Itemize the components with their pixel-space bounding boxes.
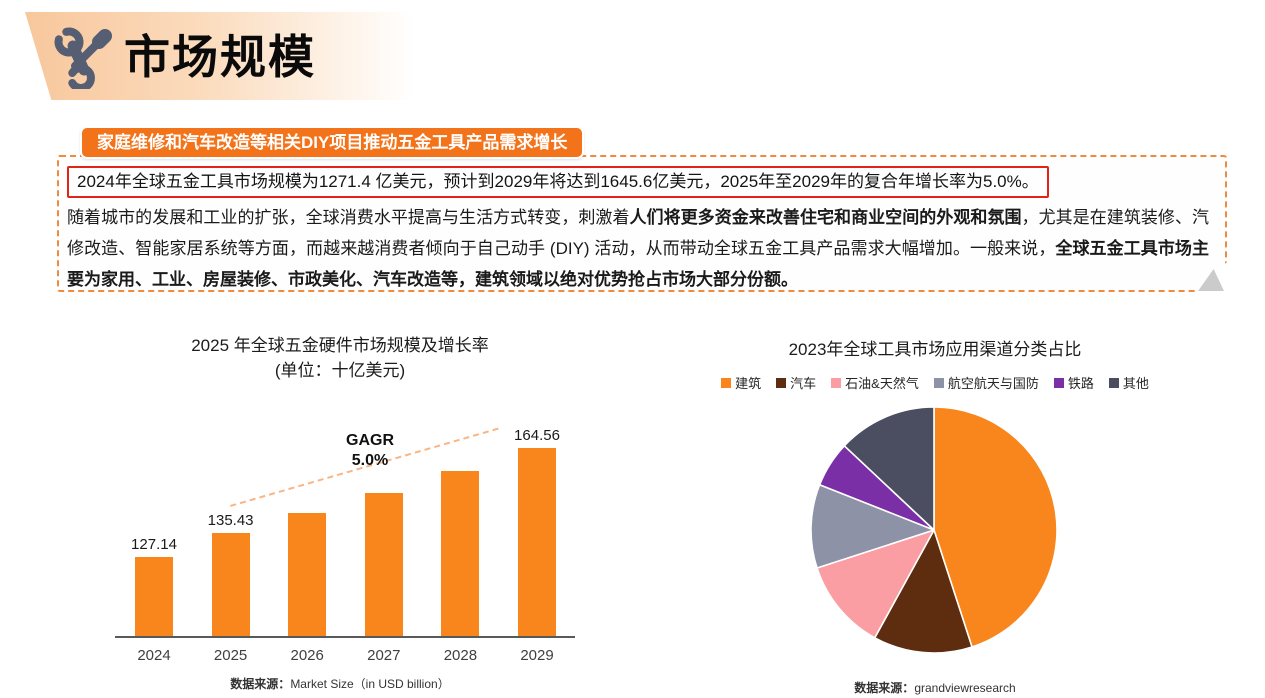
source-label: 数据来源：: [854, 681, 915, 695]
bar-2026: [288, 513, 327, 636]
paragraph-segment: 随着城市的发展和工业的扩张，全球消费水平提高与生活方式转变，刺激着: [67, 208, 630, 227]
legend-label-4: 铁路: [1067, 376, 1094, 391]
x-tick-2027: 2027: [367, 647, 401, 664]
pie-slice-5: [843, 406, 935, 531]
bar-2025: [211, 533, 250, 636]
legend-swatch-1: [776, 377, 787, 388]
callout-box: 2024年全球五金工具市场规模为1271.4 亿美元，预计到2029年将达到16…: [57, 155, 1228, 295]
bar-2024: [135, 557, 173, 636]
callout-badge: 家庭维修和汽车改造等相关DIY项目推动五金工具产品需求增长: [80, 126, 585, 159]
pie-legend: 建筑 汽车 石油&天然气 航空航天与国防 铁路 其他: [700, 373, 1170, 392]
bar-chart-title: 2025 年全球五金硬件市场规模及增长率: [191, 336, 489, 355]
bar-2027: [364, 493, 403, 636]
source-value: Market Size（in USD billion）: [290, 677, 450, 691]
cagr-annotation: GAGR 5.0%: [320, 431, 420, 471]
x-tick-2026: 2026: [290, 647, 324, 664]
legend-item-4: 铁路: [1053, 373, 1094, 392]
bar-value-2024: 127.14: [131, 536, 177, 553]
source-value: grandviewresearch: [914, 681, 1016, 695]
pie-slice-0: [933, 406, 1058, 648]
legend-swatch-5: [1108, 377, 1119, 388]
x-tick-2024: 2024: [137, 647, 171, 664]
legend-label-3: 航空航天与国防: [947, 376, 1039, 391]
cagr-value: 5.0%: [351, 452, 389, 469]
legend-item-1: 汽车: [776, 373, 816, 392]
pie-slice-1: [873, 529, 973, 654]
legend-label-1: 汽车: [790, 376, 817, 391]
bar-value-2029: 164.56: [514, 427, 560, 444]
bar-plot-area: 127.14 135.43 164.56: [115, 420, 575, 638]
x-axis-labels: 2024 2025 2026 2027 2028 2029: [115, 647, 575, 667]
source-label: 数据来源：: [230, 677, 291, 691]
legend-swatch-2: [831, 377, 842, 388]
highlight-statement: 2024年全球五金工具市场规模为1271.4 亿美元，预计到2029年将达到16…: [67, 166, 1049, 198]
legend-item-2: 石油&天然气: [831, 373, 919, 392]
pie-graphic: [810, 406, 1058, 654]
legend-label-2: 石油&天然气: [845, 376, 919, 391]
legend-label-5: 其他: [1122, 376, 1149, 391]
legend-item-5: 其他: [1108, 373, 1149, 392]
pie-slice-2: [816, 529, 935, 639]
paragraph-bold-segment: 人们将更多资金来改善住宅和商业空间的外观和氛围: [629, 208, 1022, 227]
bar-2028: [441, 471, 480, 636]
cagr-label: GAGR: [346, 432, 394, 449]
legend-item-3: 航空航天与国防: [933, 373, 1039, 392]
paragraph-bold-segment: 全球五金工具市场主要为家用、工业、房屋装修、市政美化、汽车改造等，建筑领域以绝对…: [67, 239, 1210, 289]
pie-chart-source: 数据来源：grandviewresearch: [700, 679, 1170, 696]
bar-2029: [518, 448, 556, 636]
page-title: 市场规模: [124, 31, 316, 83]
x-tick-2028: 2028: [443, 647, 478, 664]
bar-value-2025: 135.43: [207, 512, 254, 529]
x-tick-2029: 2029: [520, 647, 554, 664]
bar-chart-source: 数据来源：Market Size（in USD billion）: [90, 675, 590, 692]
legend-swatch-4: [1053, 377, 1064, 388]
bar-chart-subtitle: (单位：十亿美元): [274, 361, 406, 380]
pie-chart: 2023年全球工具市场应用渠道分类占比 建筑 汽车 石油&天然气 航空航天与国防 铁路 其…: [700, 330, 1170, 698]
body-paragraph: 随着城市的发展和工业的扩张，全球消费水平提高与生活方式转变，刺激着人们将更多资金…: [67, 202, 1209, 295]
legend-swatch-0: [721, 377, 732, 388]
legend-swatch-3: [933, 377, 944, 388]
bar-chart: 2025 年全球五金硬件市场规模及增长率 (单位：十亿美元) GAGR 5.0%…: [90, 325, 590, 698]
legend-item-0: 建筑: [721, 373, 761, 392]
pie-chart-title: 2023年全球工具市场应用渠道分类占比: [788, 340, 1082, 359]
tools-icon: [54, 27, 112, 89]
pie-slice-3: [810, 483, 935, 569]
x-tick-2025: 2025: [213, 647, 248, 664]
legend-label-0: 建筑: [735, 376, 762, 391]
paragraph-segment: ，尤其是在建筑装修、汽修改造、智能家居系统等方面，而越来越消费者倾向于自己动手 …: [67, 208, 1210, 258]
